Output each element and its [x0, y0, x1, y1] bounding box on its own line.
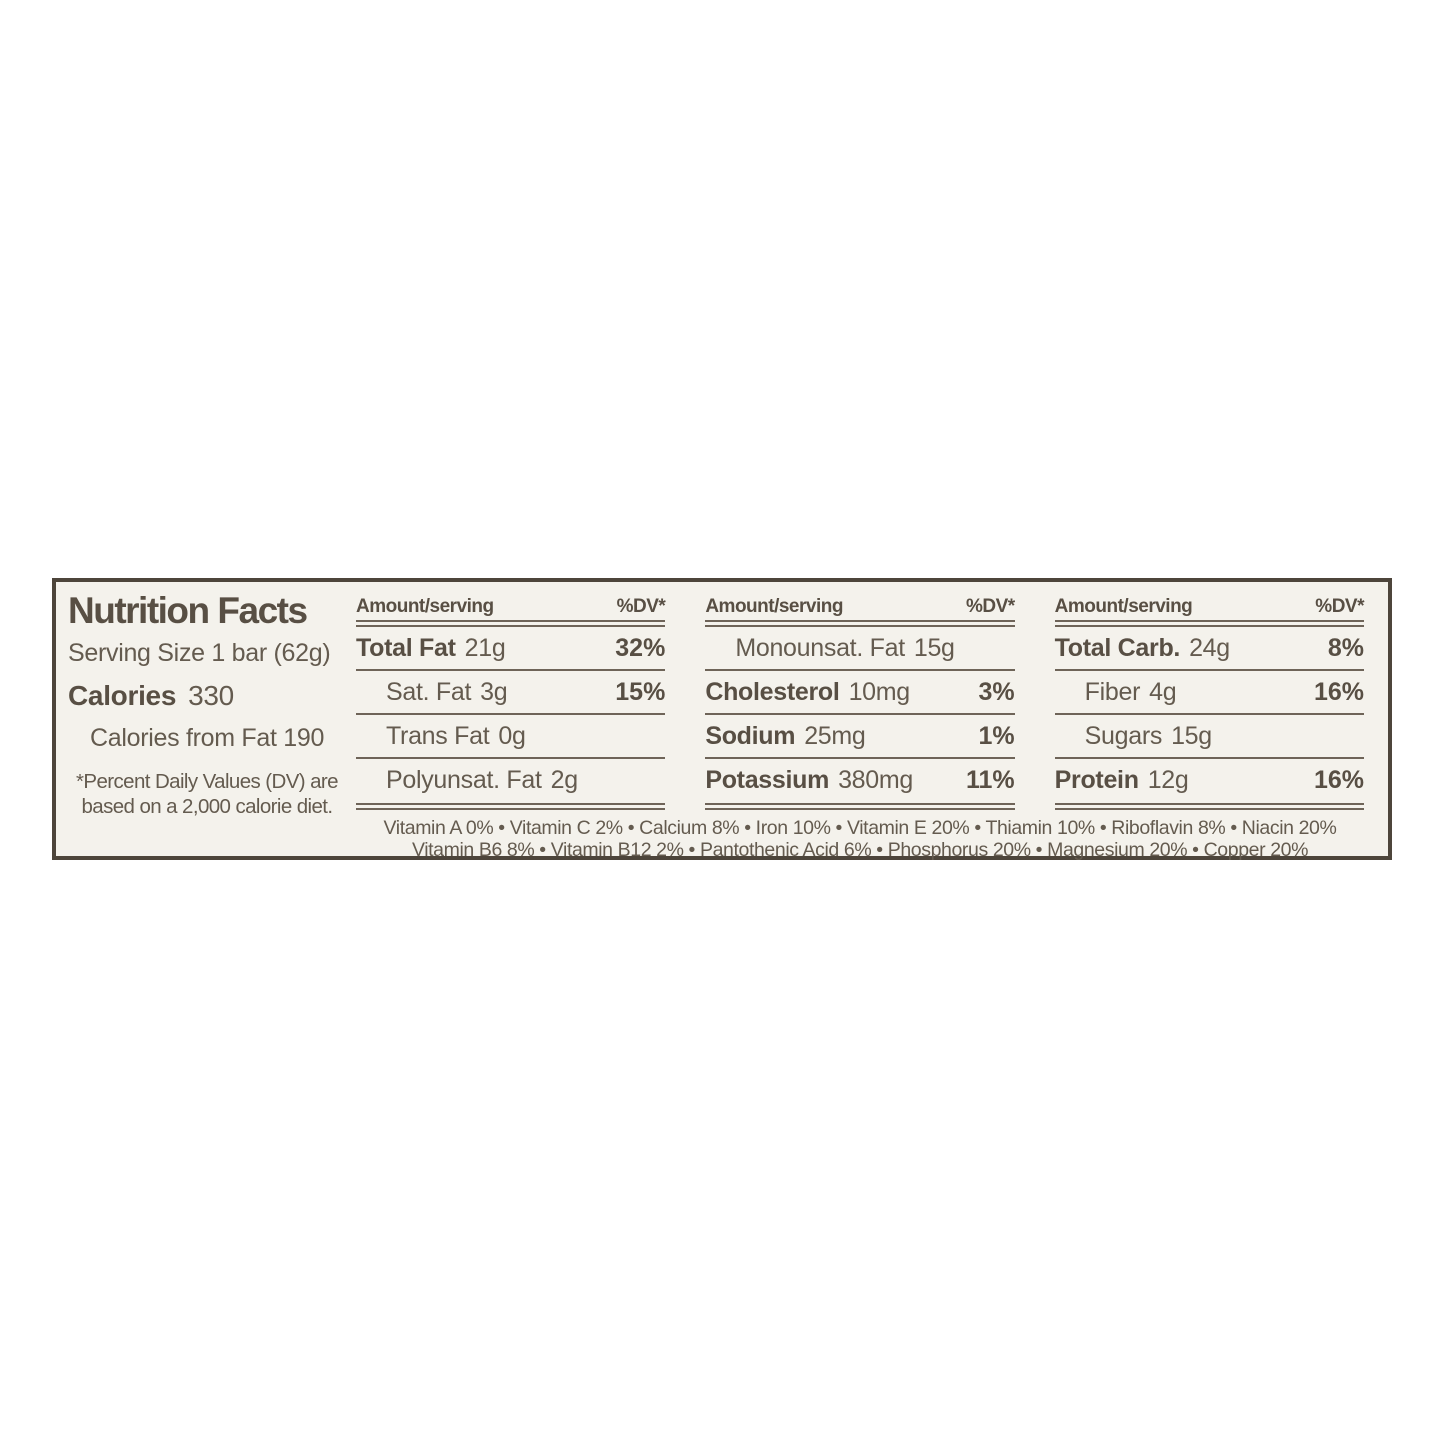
nutrient-name: Monounsat. Fat: [735, 633, 905, 662]
row-rule: [1054, 757, 1364, 759]
nutrient-amount: 15g: [913, 633, 955, 662]
nutrient-name: Protein: [1054, 765, 1139, 794]
row-rule: [356, 669, 666, 671]
heavy-rule: [356, 803, 666, 810]
nutrient-amount: 10mg: [848, 677, 911, 706]
dv-label: %DV*: [1315, 596, 1364, 617]
nutrient-dv: 1%: [978, 721, 1015, 750]
heavy-rule: [1054, 803, 1364, 810]
nutrient-row-monounsat-fat: Monounsat. Fat 15g: [705, 627, 1014, 669]
nutrient-amount: 380mg: [838, 765, 914, 794]
nutrient-dv: 16%: [1313, 765, 1364, 794]
nutrient-name: Total Carb.: [1054, 633, 1181, 662]
nutrient-row-polyunsat-fat: Polyunsat. Fat 2g: [356, 759, 665, 801]
nutrient-dv: 16%: [1313, 677, 1364, 706]
dv-label: %DV*: [616, 596, 666, 617]
heavy-rule: [356, 620, 666, 627]
nutrient-amount: 15g: [1171, 721, 1212, 750]
heavy-rule: [1054, 620, 1364, 627]
nutrient-row-potassium: Potassium 380mg 11%: [705, 759, 1014, 801]
row-rule: [1054, 713, 1364, 715]
nutrient-name: Fiber: [1084, 677, 1141, 706]
calories-from-fat: Calories from Fat 190: [90, 723, 325, 752]
nutrient-columns: Amount/serving %DV* Total Fat 21g 32% Sat…: [356, 590, 1364, 810]
nutrient-row-protein: Protein 12g 16%: [1055, 759, 1364, 801]
nutrient-row-cholesterol: Cholesterol 10mg 3%: [705, 671, 1014, 713]
nutrient-row-sodium: Sodium 25mg 1%: [705, 715, 1014, 757]
nutrient-dv: 11%: [965, 765, 1015, 794]
calories-line: Calories 330: [68, 680, 346, 712]
nutrient-name: Potassium: [705, 765, 830, 794]
nutrient-amount: 21g: [464, 633, 506, 662]
micronutrients-line-1: Vitamin A 0% • Vitamin C 2% • Calcium 8%…: [383, 817, 1337, 839]
nutrient-dv: 8%: [1327, 633, 1364, 662]
nutrient-amount: 24g: [1189, 633, 1230, 662]
nutrient-row-total-fat: Total Fat 21g 32%: [356, 627, 665, 669]
nutrient-amount: 2g: [550, 765, 579, 794]
nutrition-facts-title: Nutrition Facts: [68, 590, 308, 631]
nutrient-column-3: Amount/serving %DV* Total Carb. 24g 8% Fi…: [1054, 590, 1365, 810]
nutrient-name: Polyunsat. Fat: [386, 765, 542, 794]
nutrient-column-1: Amount/serving %DV* Total Fat 21g 32% Sat…: [356, 590, 666, 810]
row-rule: [356, 757, 666, 759]
nutrient-amount: 12g: [1147, 765, 1189, 794]
nutrient-name: Trans Fat: [386, 721, 490, 750]
nutrient-row-fiber: Fiber 4g 16%: [1055, 671, 1364, 713]
nutrition-facts-label: Nutrition Facts Serving Size 1 bar (62g)…: [52, 578, 1392, 861]
micronutrients-line-2: Vitamin B6 8% • Vitamin B12 2% • Pantoth…: [411, 839, 1309, 861]
nutrient-row-sat-fat: Sat. Fat 3g 15%: [356, 671, 665, 713]
nutrient-dv: 3%: [978, 677, 1015, 706]
column-header: Amount/serving %DV*: [705, 590, 1015, 618]
nutrient-dv: 32%: [615, 633, 666, 662]
heavy-rule: [705, 620, 1015, 627]
amount-serving-label: Amount/serving: [705, 596, 843, 617]
nutrient-row-sugars: Sugars 15g: [1055, 715, 1364, 757]
row-rule: [356, 713, 666, 715]
calories-label: Calories: [68, 679, 177, 711]
nutrients-area: Amount/serving %DV* Total Fat 21g 32% Sat…: [352, 582, 1388, 861]
nutrient-row-trans-fat: Trans Fat 0g: [356, 715, 665, 757]
micronutrients-footer: Vitamin A 0% • Vitamin C 2% • Calcium 8%…: [356, 817, 1364, 861]
row-rule: [705, 669, 1015, 671]
column-header: Amount/serving %DV*: [356, 590, 666, 618]
nutrient-amount: 0g: [498, 721, 526, 750]
footnote-line-2: based on a 2,000 calorie diet.: [81, 795, 334, 819]
nutrient-amount: 25mg: [804, 721, 866, 750]
nutrient-name: Sodium: [705, 721, 796, 750]
row-rule: [705, 757, 1015, 759]
nutrient-name: Sat. Fat: [386, 677, 472, 706]
nutrient-amount: 3g: [480, 677, 508, 706]
nutrient-name: Cholesterol: [705, 677, 840, 706]
nutrient-row-total-carb: Total Carb. 24g 8%: [1055, 627, 1364, 669]
summary-panel: Nutrition Facts Serving Size 1 bar (62g)…: [56, 582, 352, 856]
row-rule: [705, 713, 1015, 715]
row-rule: [1054, 669, 1364, 671]
daily-values-footnote: *Percent Daily Values (DV) are based on …: [68, 769, 346, 820]
footnote-line-1: *Percent Daily Values (DV) are: [76, 769, 339, 793]
nutrient-name: Sugars: [1084, 721, 1163, 750]
nutrient-name: Total Fat: [356, 633, 456, 662]
nutrient-amount: 4g: [1149, 677, 1177, 706]
serving-size: Serving Size 1 bar (62g): [68, 638, 331, 667]
heavy-rule: [705, 803, 1015, 810]
nutrient-column-2: Amount/serving %DV* Monounsat. Fat 15g Ch…: [705, 590, 1015, 810]
calories-value: 330: [188, 679, 234, 711]
nutrient-dv: 15%: [615, 677, 666, 706]
column-header: Amount/serving %DV*: [1054, 590, 1365, 618]
amount-serving-label: Amount/serving: [1054, 596, 1193, 617]
dv-label: %DV*: [965, 596, 1015, 617]
amount-serving-label: Amount/serving: [356, 596, 494, 617]
